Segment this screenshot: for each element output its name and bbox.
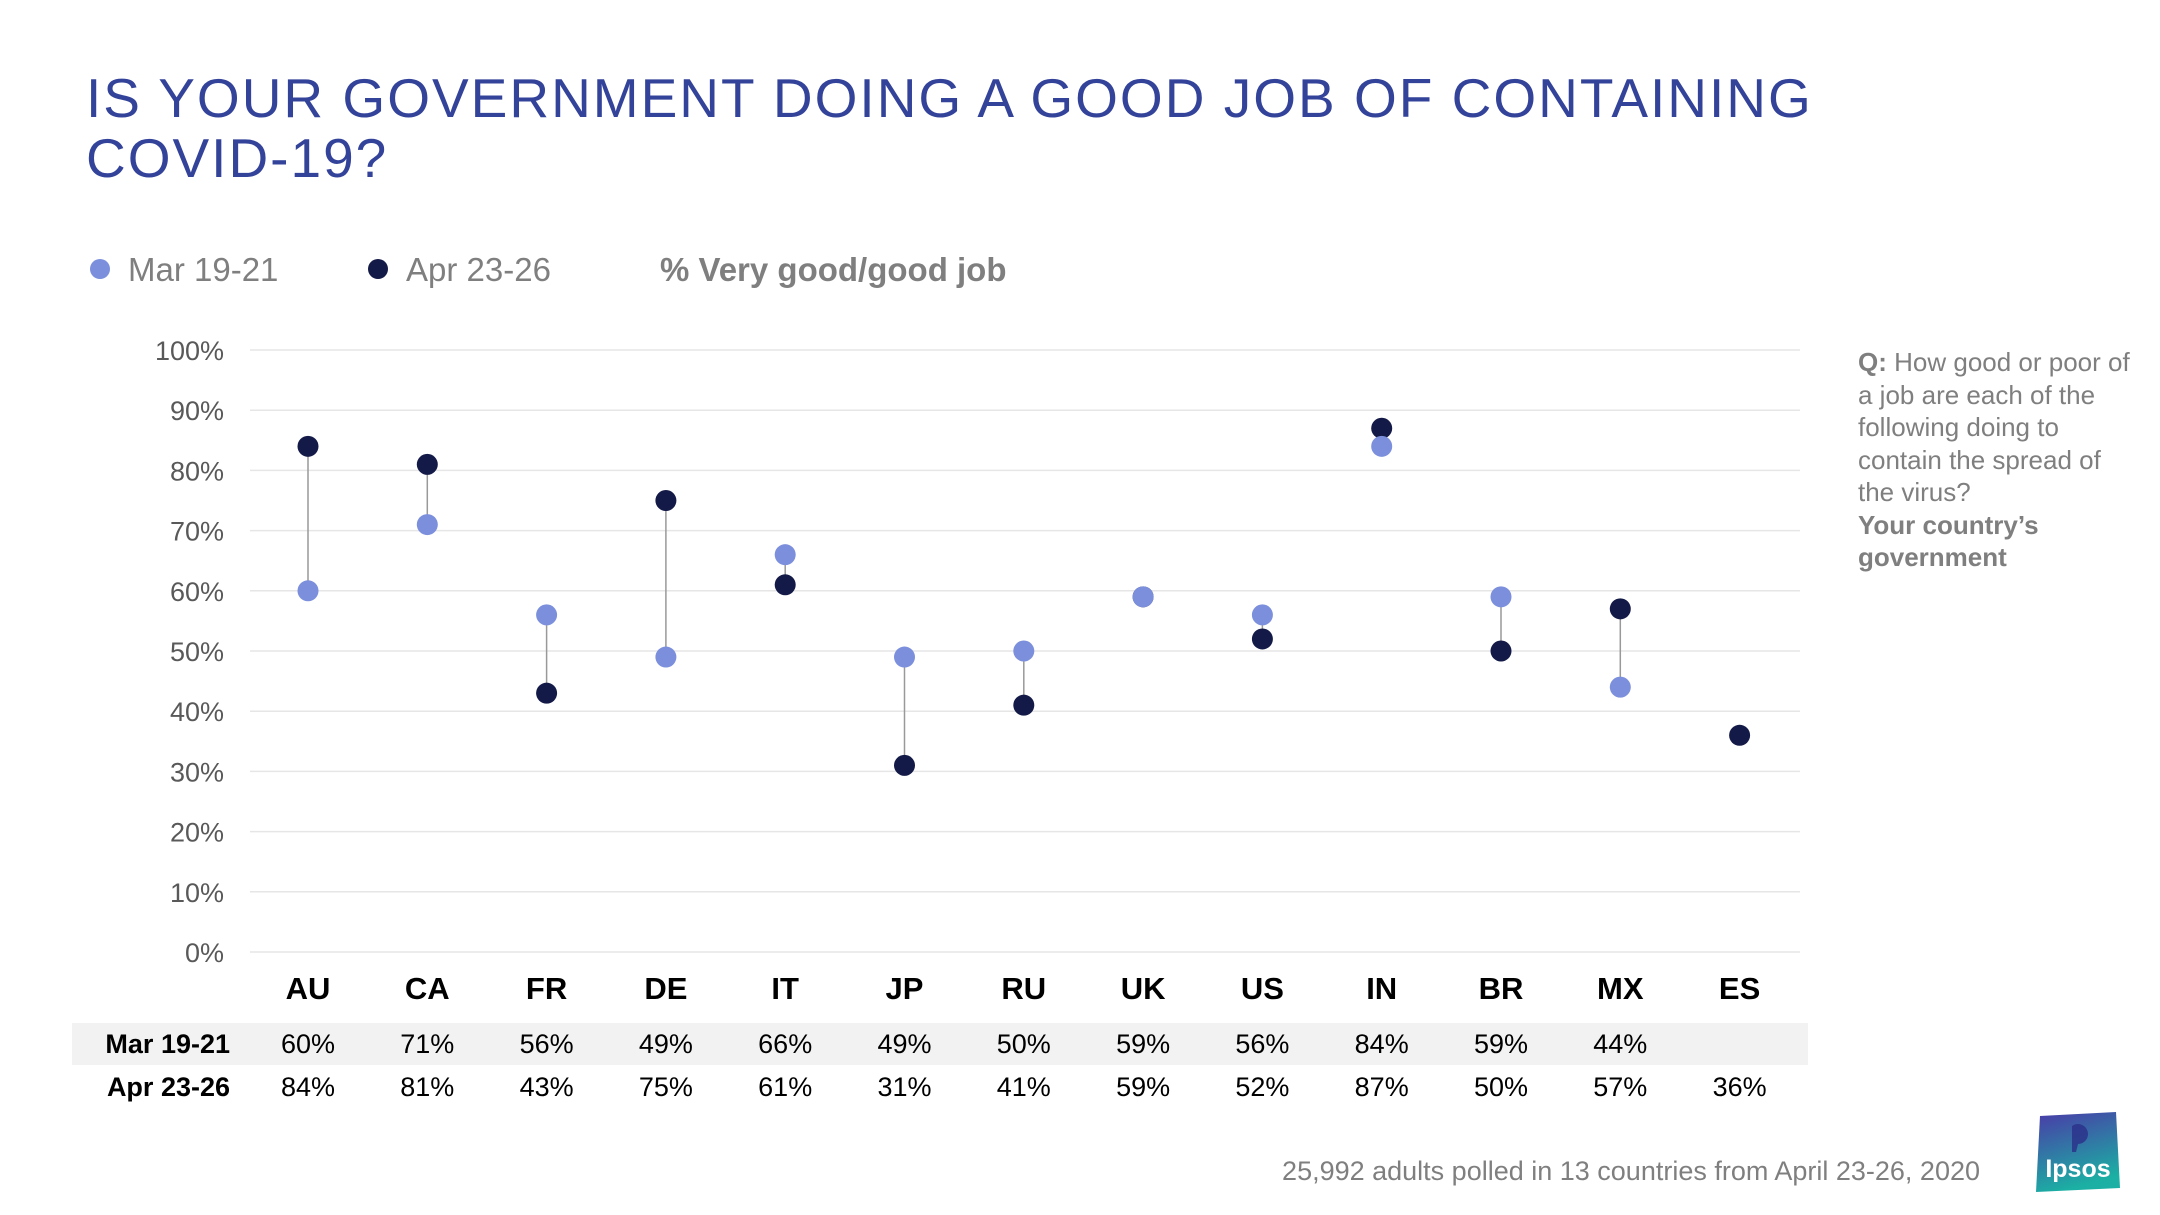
x-category-label: JP	[886, 971, 924, 1000]
x-category-label: CA	[405, 971, 450, 1000]
table-cell: 84%	[280, 1072, 336, 1102]
table-cell: 66%	[758, 1029, 813, 1059]
x-category-label: RU	[1001, 971, 1046, 1000]
logo-graphic	[2036, 1112, 2120, 1192]
table-row: Mar 19-21 60% 71% 56% 49% 66% 49% 50% 59% 56% 84% 5…	[72, 1023, 1808, 1065]
point-apr-23-26	[416, 453, 438, 475]
table-cell: 87%	[1354, 1072, 1409, 1102]
table-cell: 71%	[400, 1029, 455, 1059]
point-apr-23-26	[1609, 598, 1631, 620]
table-cell: 61%	[758, 1072, 813, 1102]
table-cell: 44%	[1593, 1029, 1648, 1059]
footer-note: 25,992 adults polled in 13 countries fro…	[1282, 1156, 1980, 1186]
y-tick-label: 90%	[170, 396, 224, 426]
y-tick-label: 50%	[170, 637, 224, 667]
y-tick-label: 20%	[170, 818, 224, 848]
point-mar-19-21	[655, 646, 677, 668]
table-row-label: Apr 23-26	[106, 1072, 230, 1102]
table-cell: 31%	[877, 1072, 932, 1102]
y-tick-label: 0%	[185, 938, 224, 968]
x-category-label: MX	[1597, 971, 1644, 1000]
point-mar-19-21	[536, 604, 558, 626]
legend-metric-label: % Very good/good job	[660, 251, 1007, 288]
point-apr-23-26	[655, 490, 677, 511]
table-cell: 43%	[519, 1072, 574, 1102]
table-row: Apr 23-26 84% 81% 43% 75% 61% 31% 41% 59% 52% 87% 5…	[72, 1066, 1808, 1108]
table-cell: 75%	[638, 1072, 693, 1102]
question-text: Q: How good or poor of a job are each of…	[1858, 346, 2138, 574]
table-cell: 57%	[1593, 1072, 1648, 1102]
table-cell: 50%	[996, 1029, 1051, 1059]
table-cell: 41%	[996, 1072, 1051, 1102]
table-cell: 49%	[638, 1029, 693, 1059]
y-tick-label: 80%	[170, 456, 224, 486]
table-cell: 59%	[1116, 1072, 1171, 1102]
y-tick-label: 10%	[170, 878, 224, 908]
point-mar-19-21	[416, 514, 438, 536]
point-apr-23-26	[774, 574, 796, 596]
y-tick-label: 40%	[170, 697, 224, 727]
table-cell: 52%	[1235, 1072, 1290, 1102]
legend-label-apr: Apr 23-26	[406, 251, 551, 288]
page-title: IS YOUR GOVERNMENT DOING A GOOD JOB OF C…	[86, 67, 1813, 189]
legend-item-apr: Apr 23-26	[368, 248, 551, 292]
point-apr-23-26	[1251, 628, 1273, 650]
point-apr-23-26	[1490, 640, 1512, 662]
question-subject: Your country’s government	[1858, 509, 2039, 573]
table-cell: 81%	[400, 1072, 455, 1102]
y-tick-label: 100%	[155, 336, 224, 366]
table-cell: 60%	[280, 1029, 336, 1059]
point-mar-19-21	[1609, 676, 1631, 698]
point-mar-19-21	[297, 580, 319, 602]
y-tick-label: 60%	[170, 577, 224, 607]
point-mar-19-21	[1371, 435, 1393, 457]
question-prefix: Q:	[1858, 347, 1887, 377]
point-apr-23-26	[297, 435, 319, 457]
dumbbell-chart: 0% 10% 20% 30% 40% 50% 60% 70% 80% 90% 100% AU CA FR D…	[155, 336, 1800, 1000]
point-mar-19-21	[1251, 604, 1273, 626]
table-cell: 56%	[1235, 1029, 1290, 1059]
point-apr-23-26	[1371, 417, 1393, 439]
x-category-label: ES	[1719, 971, 1760, 1000]
x-category-label: IT	[771, 971, 799, 1000]
point-mar-19-21	[894, 646, 915, 668]
legend-dot-mar-icon	[90, 259, 110, 280]
table-cell: 49%	[877, 1029, 932, 1059]
table-cell: 36%	[1712, 1072, 1767, 1102]
y-tick-label: 30%	[170, 757, 224, 787]
point-apr-23-26	[894, 754, 915, 776]
point-mar-19-21	[1013, 640, 1035, 662]
logo-text: Ipsos	[2045, 1155, 2111, 1183]
x-category-label: DE	[644, 971, 687, 1000]
x-category-label: UK	[1121, 971, 1166, 1000]
x-category-label: FR	[526, 971, 567, 1000]
x-category-label: AU	[286, 971, 331, 1000]
point-apr-23-26	[536, 682, 558, 704]
point-apr-23-26	[1729, 724, 1751, 746]
legend-dot-apr-icon	[368, 259, 388, 280]
legend-item-mar: Mar 19-21	[90, 248, 278, 292]
table-row-label: Mar 19-21	[105, 1029, 230, 1059]
x-category-label: BR	[1479, 971, 1524, 1000]
point-mar-19-21	[1490, 586, 1512, 608]
table-cell: 84%	[1354, 1029, 1409, 1059]
point-mar-19-21	[774, 544, 796, 566]
table-cell: 50%	[1473, 1072, 1529, 1102]
x-category-label: IN	[1366, 971, 1397, 1000]
table-cell: 59%	[1473, 1029, 1529, 1059]
point-apr-23-26	[1013, 694, 1035, 716]
x-category-label: US	[1241, 971, 1284, 1000]
y-tick-label: 70%	[170, 517, 224, 547]
point-mar-19-21	[1132, 586, 1154, 608]
legend-label-mar: Mar 19-21	[128, 251, 279, 288]
question-body: How good or poor of a job are each of th…	[1858, 347, 2130, 507]
table-cell: 56%	[519, 1029, 574, 1059]
ipsos-logo: Ipsos	[2036, 1112, 2120, 1192]
table-cell: 59%	[1116, 1029, 1171, 1059]
